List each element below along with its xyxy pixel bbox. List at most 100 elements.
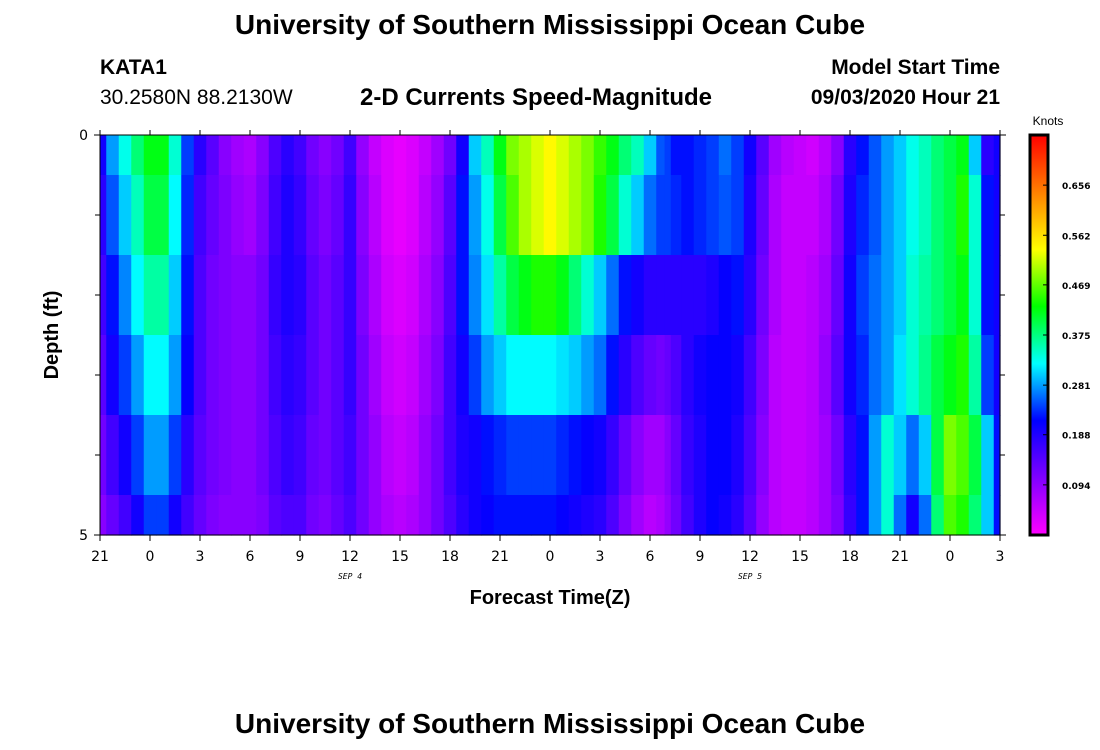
heatmap-cell <box>381 495 395 536</box>
heatmap-cell <box>664 135 672 176</box>
x-tick-label: 0 <box>546 549 555 565</box>
model-start-label: Model Start Time <box>831 56 1000 79</box>
heatmap-cell <box>893 175 907 256</box>
heatmap-cell <box>781 255 795 336</box>
heatmap-cell <box>443 415 457 496</box>
heatmap-cell <box>664 415 672 496</box>
heatmap-cell <box>231 415 245 496</box>
heatmap-cell <box>156 255 170 336</box>
heatmap-cell <box>381 415 395 496</box>
heatmap-cell <box>268 415 282 496</box>
heatmap-cell <box>318 175 332 256</box>
heatmap-cell <box>293 255 307 336</box>
x-tick-label: 0 <box>946 549 955 565</box>
heatmap-cell <box>693 335 707 416</box>
heatmap-cell <box>206 135 220 176</box>
heatmap-cell <box>318 495 332 536</box>
heatmap-cell <box>818 135 832 176</box>
heatmap-cell <box>206 415 220 496</box>
heatmap-cell <box>531 415 545 496</box>
heatmap-cell <box>481 255 495 336</box>
heatmap-cell <box>331 135 345 176</box>
heatmap-cell <box>756 495 770 536</box>
heatmap-cell <box>256 135 270 176</box>
x-tick-label: 3 <box>196 549 205 565</box>
heatmap-cell <box>481 495 495 536</box>
heatmap-cell <box>468 495 482 536</box>
heatmap-cell <box>618 255 632 336</box>
heatmap-cell <box>393 495 407 536</box>
heatmap-cell <box>868 135 882 176</box>
x-tick-label: 18 <box>841 549 859 565</box>
heatmap-cell <box>131 415 145 496</box>
heatmap-cell <box>306 175 320 256</box>
heatmap-cell <box>131 135 145 176</box>
heatmap-cell <box>893 135 907 176</box>
heatmap-cell <box>331 495 345 536</box>
heatmap-cell <box>193 495 207 536</box>
heatmap-cell <box>818 495 832 536</box>
heatmap-cell <box>143 495 157 536</box>
heatmap-cell <box>943 415 957 496</box>
heatmap-cell <box>256 415 270 496</box>
heatmap-cell <box>918 135 932 176</box>
heatmap-cell <box>731 495 745 536</box>
heatmap-cell <box>818 175 832 256</box>
heatmap-cell <box>706 135 720 176</box>
heatmap-cell <box>156 495 170 536</box>
heatmap-cell <box>406 415 420 496</box>
heatmap-cell <box>918 495 932 536</box>
colorbar-ticks: 0.094 0.188 0.281 0.375 0.469 0.562 0.656 <box>1043 182 1090 492</box>
heatmap-cell <box>531 255 545 336</box>
heatmap-cell <box>606 335 620 416</box>
heatmap-cell <box>843 135 857 176</box>
heatmap-cell <box>306 255 320 336</box>
heatmap-cell <box>631 255 645 336</box>
heatmap-cell <box>243 135 257 176</box>
heatmap-cell <box>881 495 895 536</box>
heatmap-cell <box>618 135 632 176</box>
heatmap-cell <box>468 135 482 176</box>
heatmap-cell <box>318 135 332 176</box>
heatmap-cell <box>506 135 520 176</box>
heatmap-cell <box>793 495 807 536</box>
model-start-value: 09/03/2020 Hour 21 <box>810 86 1000 109</box>
heatmap-cell <box>518 415 532 496</box>
heatmap-cell <box>131 255 145 336</box>
heatmap-cell <box>406 135 420 176</box>
heatmap-cell <box>643 335 657 416</box>
heatmap-cell <box>118 495 132 536</box>
heatmap-cell <box>943 135 957 176</box>
heatmap-cell <box>656 495 666 536</box>
heatmap-cell <box>918 255 932 336</box>
heatmap-cell <box>518 335 532 416</box>
heatmap-cell <box>381 335 395 416</box>
heatmap-cell <box>331 335 345 416</box>
heatmap-cell <box>368 175 382 256</box>
heatmap-cell <box>643 415 657 496</box>
heatmap-cell <box>906 415 920 496</box>
heatmap-cell <box>768 495 782 536</box>
heatmap-cell <box>806 135 820 176</box>
heatmap-cell <box>793 135 807 176</box>
heatmap-cell <box>643 255 657 336</box>
heatmap-cell <box>106 335 120 416</box>
heatmap-cell <box>670 175 682 256</box>
heatmap-cell <box>368 255 382 336</box>
heatmap-cell <box>943 175 957 256</box>
heatmap-cell <box>418 415 432 496</box>
heatmap-cell <box>368 335 382 416</box>
heatmap-cell <box>168 415 182 496</box>
heatmap-cell <box>268 495 282 536</box>
heatmap-cell <box>581 495 595 536</box>
heatmap-cell <box>943 495 957 536</box>
heatmap-cell <box>831 335 845 416</box>
heatmap-cell <box>918 415 932 496</box>
heatmap-cell <box>743 135 757 176</box>
heatmap-cell <box>768 135 782 176</box>
heatmap-cell <box>543 255 557 336</box>
heatmap-cell <box>356 415 370 496</box>
heatmap-cell <box>931 135 945 176</box>
heatmap-cell <box>543 335 557 416</box>
